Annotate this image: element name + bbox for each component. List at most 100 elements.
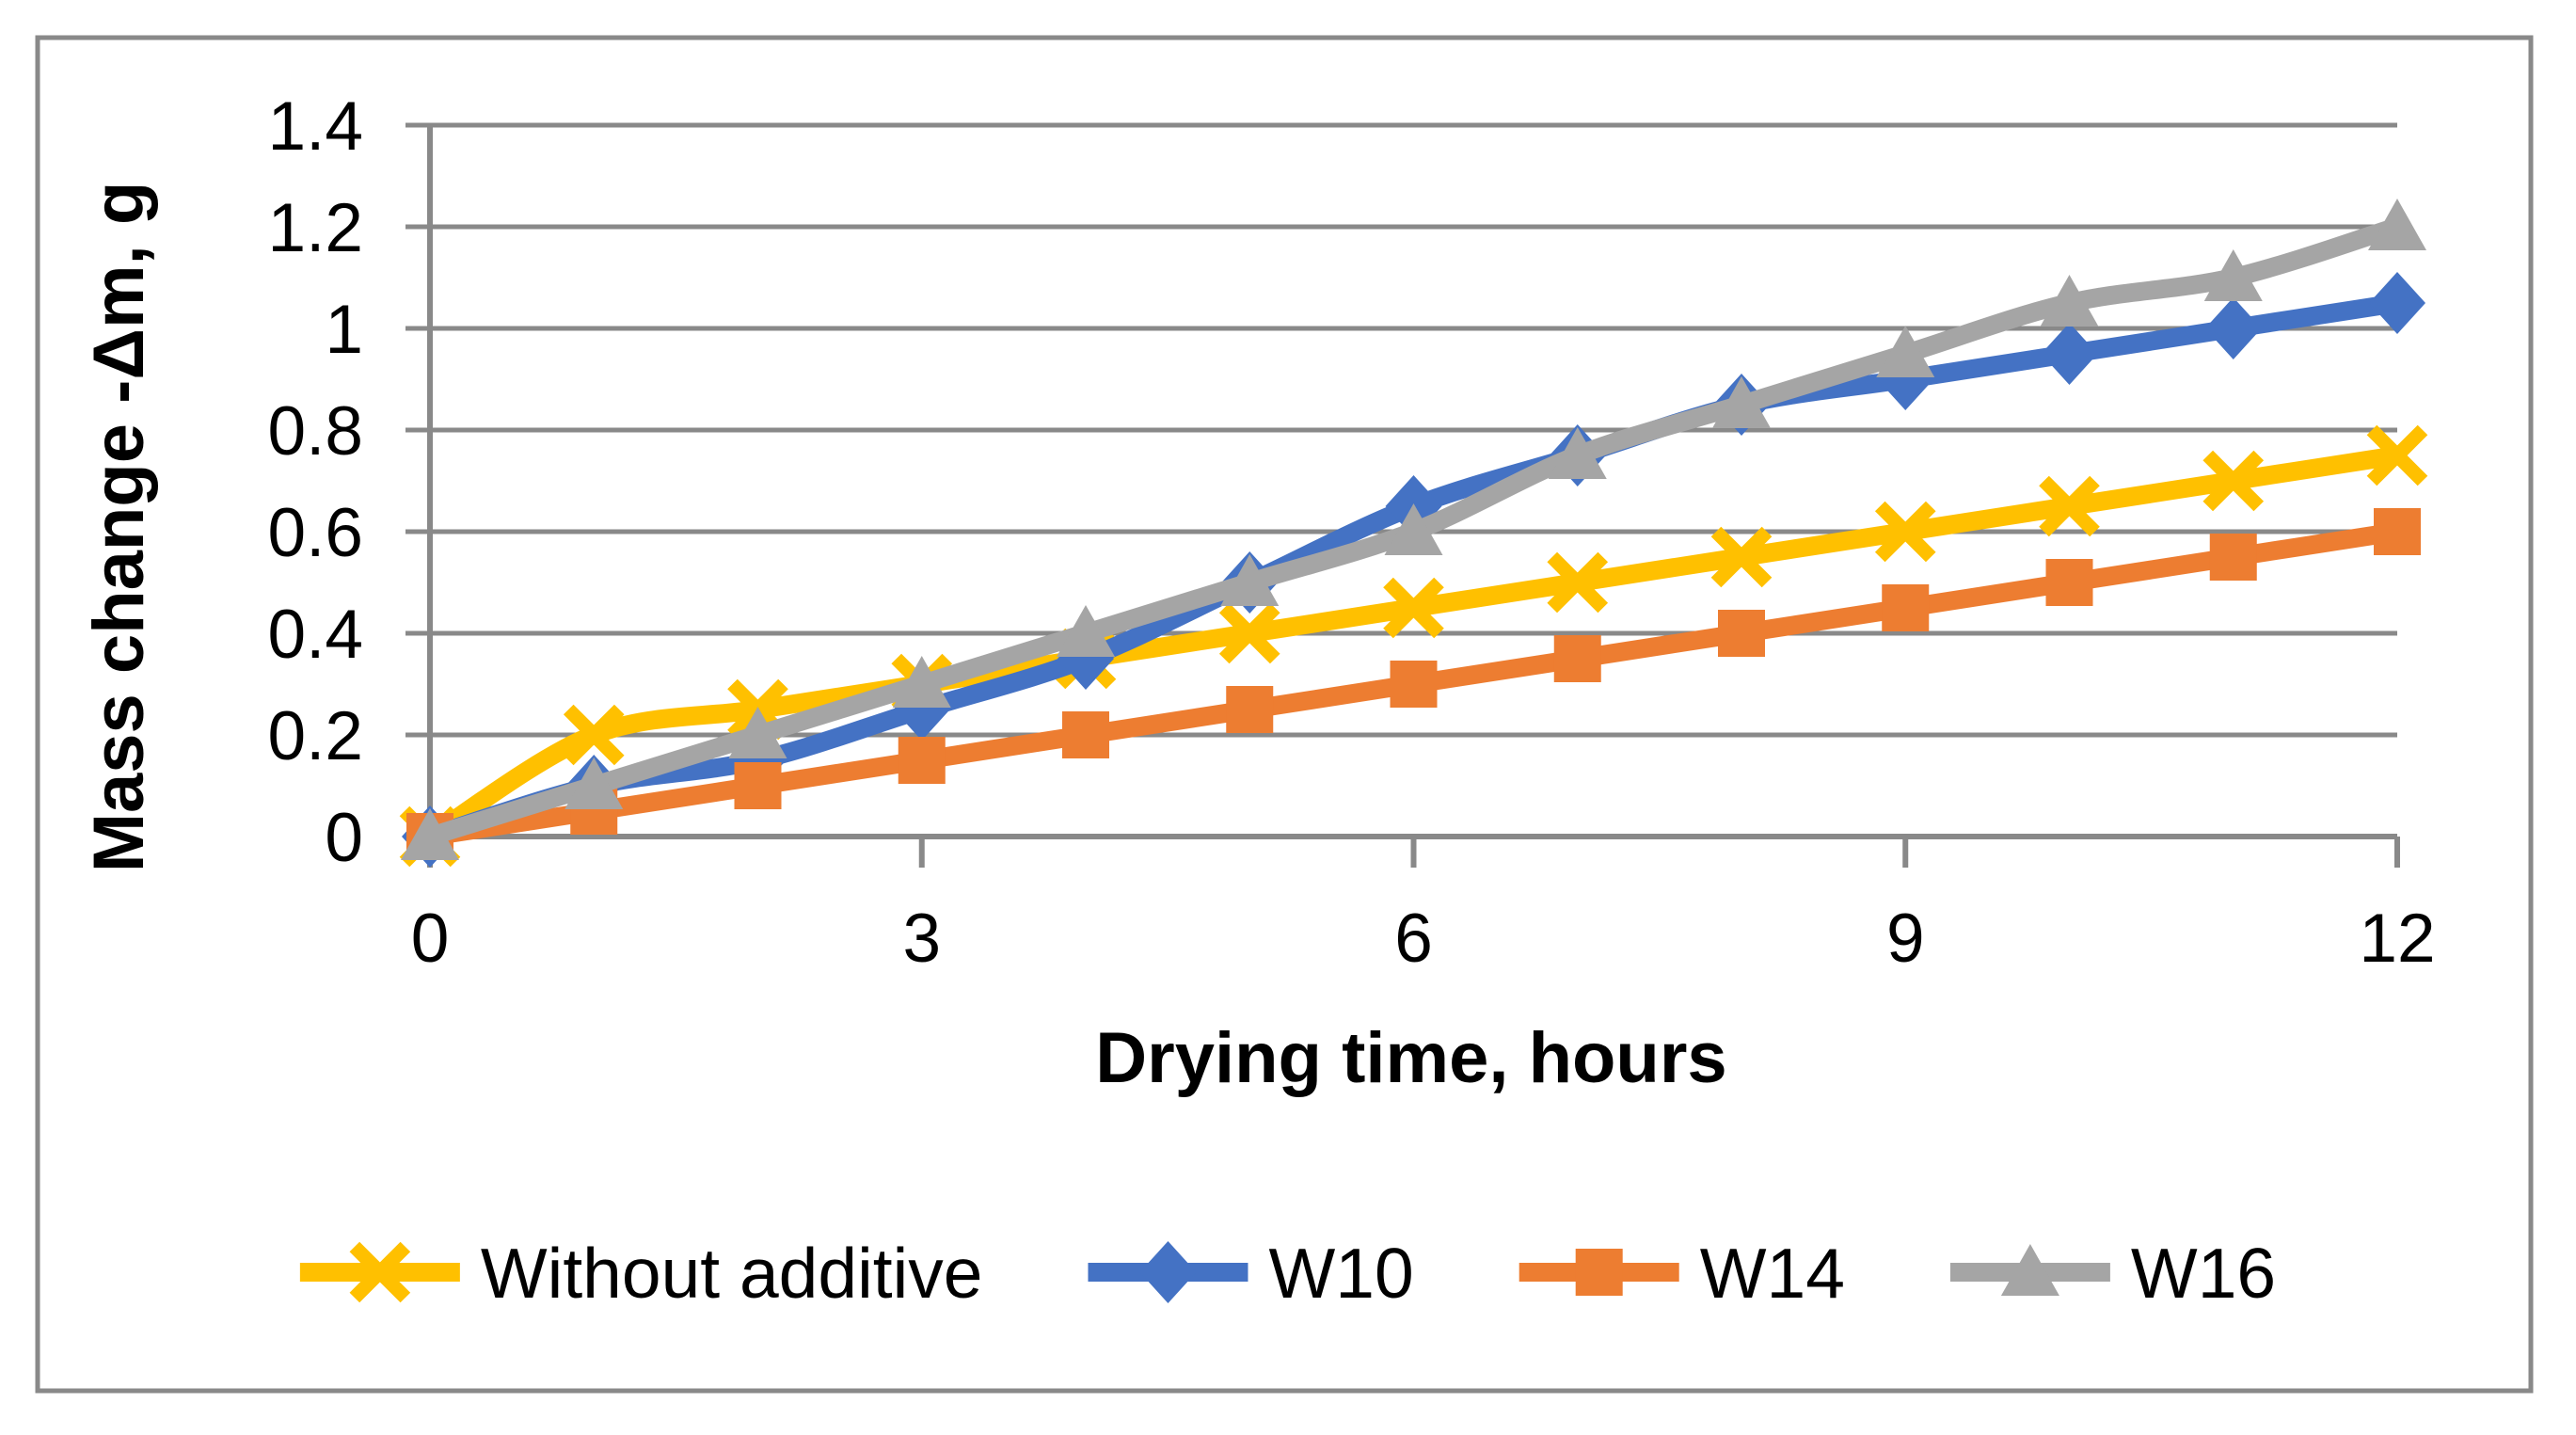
square-marker-shape <box>1553 635 1601 682</box>
data-point-marker-w16 <box>1876 326 1935 377</box>
square-marker-shape <box>1718 610 1765 657</box>
gridlines <box>405 122 2397 738</box>
data-point-marker-without-additive <box>1547 551 1609 614</box>
square-marker-shape <box>1062 711 1109 758</box>
data-point-marker-w14 <box>1226 686 1274 733</box>
data-point-marker-w14 <box>1882 584 1930 631</box>
x-axis-tick-labels: 0 3 6 9 12 <box>411 901 2436 977</box>
x-marker-shape <box>2202 450 2265 512</box>
square-marker-shape <box>2374 508 2421 555</box>
y-tick-label: 0.8 <box>268 393 363 470</box>
data-point-marker-w10 <box>2369 272 2425 334</box>
y-axis-tick-labels: 0 0.2 0.4 0.6 0.8 1 1.2 1.4 <box>268 88 363 876</box>
square-marker-shape <box>734 762 782 809</box>
legend-marker-w10 <box>1139 1241 1197 1303</box>
data-point-marker-w16 <box>1384 503 1443 555</box>
x-tick-label: 9 <box>1886 901 1925 977</box>
y-axis-title: Mass change -Δm, g <box>79 182 159 873</box>
data-point-marker-without-additive <box>1874 501 1936 563</box>
legend-label-without-additive: Without additive <box>481 1234 983 1313</box>
data-point-marker-w14 <box>1062 711 1109 758</box>
data-point-marker-w14 <box>2045 559 2093 606</box>
legend-marker-w16 <box>2000 1244 2059 1296</box>
x-marker-shape <box>1710 526 1773 588</box>
x-tick-label: 12 <box>2359 901 2435 977</box>
data-point-marker-w14 <box>898 737 946 784</box>
legend-label-w16: W16 <box>2131 1234 2276 1313</box>
series-w14 <box>406 508 2421 860</box>
legend-item-without-additive: Without additive <box>299 1234 983 1313</box>
legend-label-w14: W14 <box>1700 1234 1845 1313</box>
triangle-marker-shape <box>1384 503 1443 555</box>
data-point-marker-without-additive <box>2202 450 2265 512</box>
data-point-marker-w16 <box>2368 199 2426 250</box>
triangle-marker-shape <box>1712 376 1771 428</box>
data-point-marker-w10 <box>2204 297 2262 359</box>
diamond-marker-shape <box>2204 297 2262 359</box>
square-marker-shape <box>898 737 946 784</box>
triangle-marker-shape <box>1057 605 1115 657</box>
data-point-marker-w16 <box>1057 605 1115 657</box>
x-tick-label: 0 <box>411 901 450 977</box>
square-marker-shape <box>2209 534 2257 581</box>
x-marker-shape <box>349 1241 411 1303</box>
series-layer <box>399 199 2428 868</box>
legend-item-w10: W10 <box>1088 1234 1414 1313</box>
axes <box>405 125 2400 868</box>
diamond-marker-shape <box>2369 272 2425 334</box>
y-tick-label: 1.2 <box>268 190 363 266</box>
y-tick-label: 1.4 <box>268 88 363 165</box>
data-point-marker-w14 <box>1718 610 1765 657</box>
x-marker-shape <box>563 704 625 766</box>
square-marker-shape <box>1390 661 1438 708</box>
triangle-marker-shape <box>2203 249 2263 301</box>
data-point-marker-w14 <box>734 762 782 809</box>
legend: Without additive W10 W14 W16 <box>299 1234 2276 1313</box>
data-point-marker-w16 <box>2040 275 2099 327</box>
y-tick-label: 0.6 <box>268 495 363 571</box>
data-point-marker-w16 <box>1548 427 1607 479</box>
y-tick-label: 1 <box>325 292 363 368</box>
triangle-marker-shape <box>1548 427 1607 479</box>
x-marker-shape <box>1383 577 1444 639</box>
triangle-marker-shape <box>2000 1244 2059 1296</box>
data-point-marker-w16 <box>1712 376 1771 428</box>
data-point-marker-w16 <box>892 656 951 708</box>
x-marker-shape <box>2366 424 2428 486</box>
square-marker-shape <box>1882 584 1930 631</box>
legend-label-w10: W10 <box>1268 1234 1413 1313</box>
x-tick-label: 6 <box>1394 901 1433 977</box>
data-point-marker-without-additive <box>1710 526 1773 588</box>
data-point-marker-w10 <box>2041 323 2098 385</box>
data-point-marker-w14 <box>1553 635 1601 682</box>
triangle-marker-shape <box>1876 326 1935 377</box>
square-marker-shape <box>1226 686 1274 733</box>
series-w16 <box>401 199 2426 860</box>
data-point-marker-w14 <box>1390 661 1438 708</box>
legend-item-w16: W16 <box>1949 1234 2276 1313</box>
diamond-marker-shape <box>2041 323 2098 385</box>
legend-marker-without-additive <box>349 1241 411 1303</box>
x-marker-shape <box>1218 602 1280 664</box>
y-tick-label: 0.2 <box>268 698 363 774</box>
x-marker-shape <box>2039 475 2100 537</box>
triangle-marker-shape <box>892 656 951 708</box>
x-tick-label: 3 <box>902 901 941 977</box>
data-point-marker-w16 <box>564 757 624 809</box>
y-tick-label: 0 <box>325 800 363 876</box>
diamond-marker-shape <box>1139 1241 1197 1303</box>
data-point-marker-w16 <box>1220 554 1280 606</box>
triangle-marker-shape <box>1220 554 1280 606</box>
data-point-marker-without-additive <box>1383 577 1444 639</box>
triangle-marker-shape <box>401 808 459 860</box>
data-point-marker-w16 <box>401 808 459 860</box>
triangle-marker-shape <box>2368 199 2426 250</box>
triangle-marker-shape <box>2040 275 2099 327</box>
triangle-marker-shape <box>564 757 624 809</box>
data-point-marker-without-additive <box>2039 475 2100 537</box>
data-point-marker-w16 <box>728 707 787 758</box>
x-marker-shape <box>1874 501 1936 563</box>
legend-item-w14: W14 <box>1519 1234 1845 1313</box>
